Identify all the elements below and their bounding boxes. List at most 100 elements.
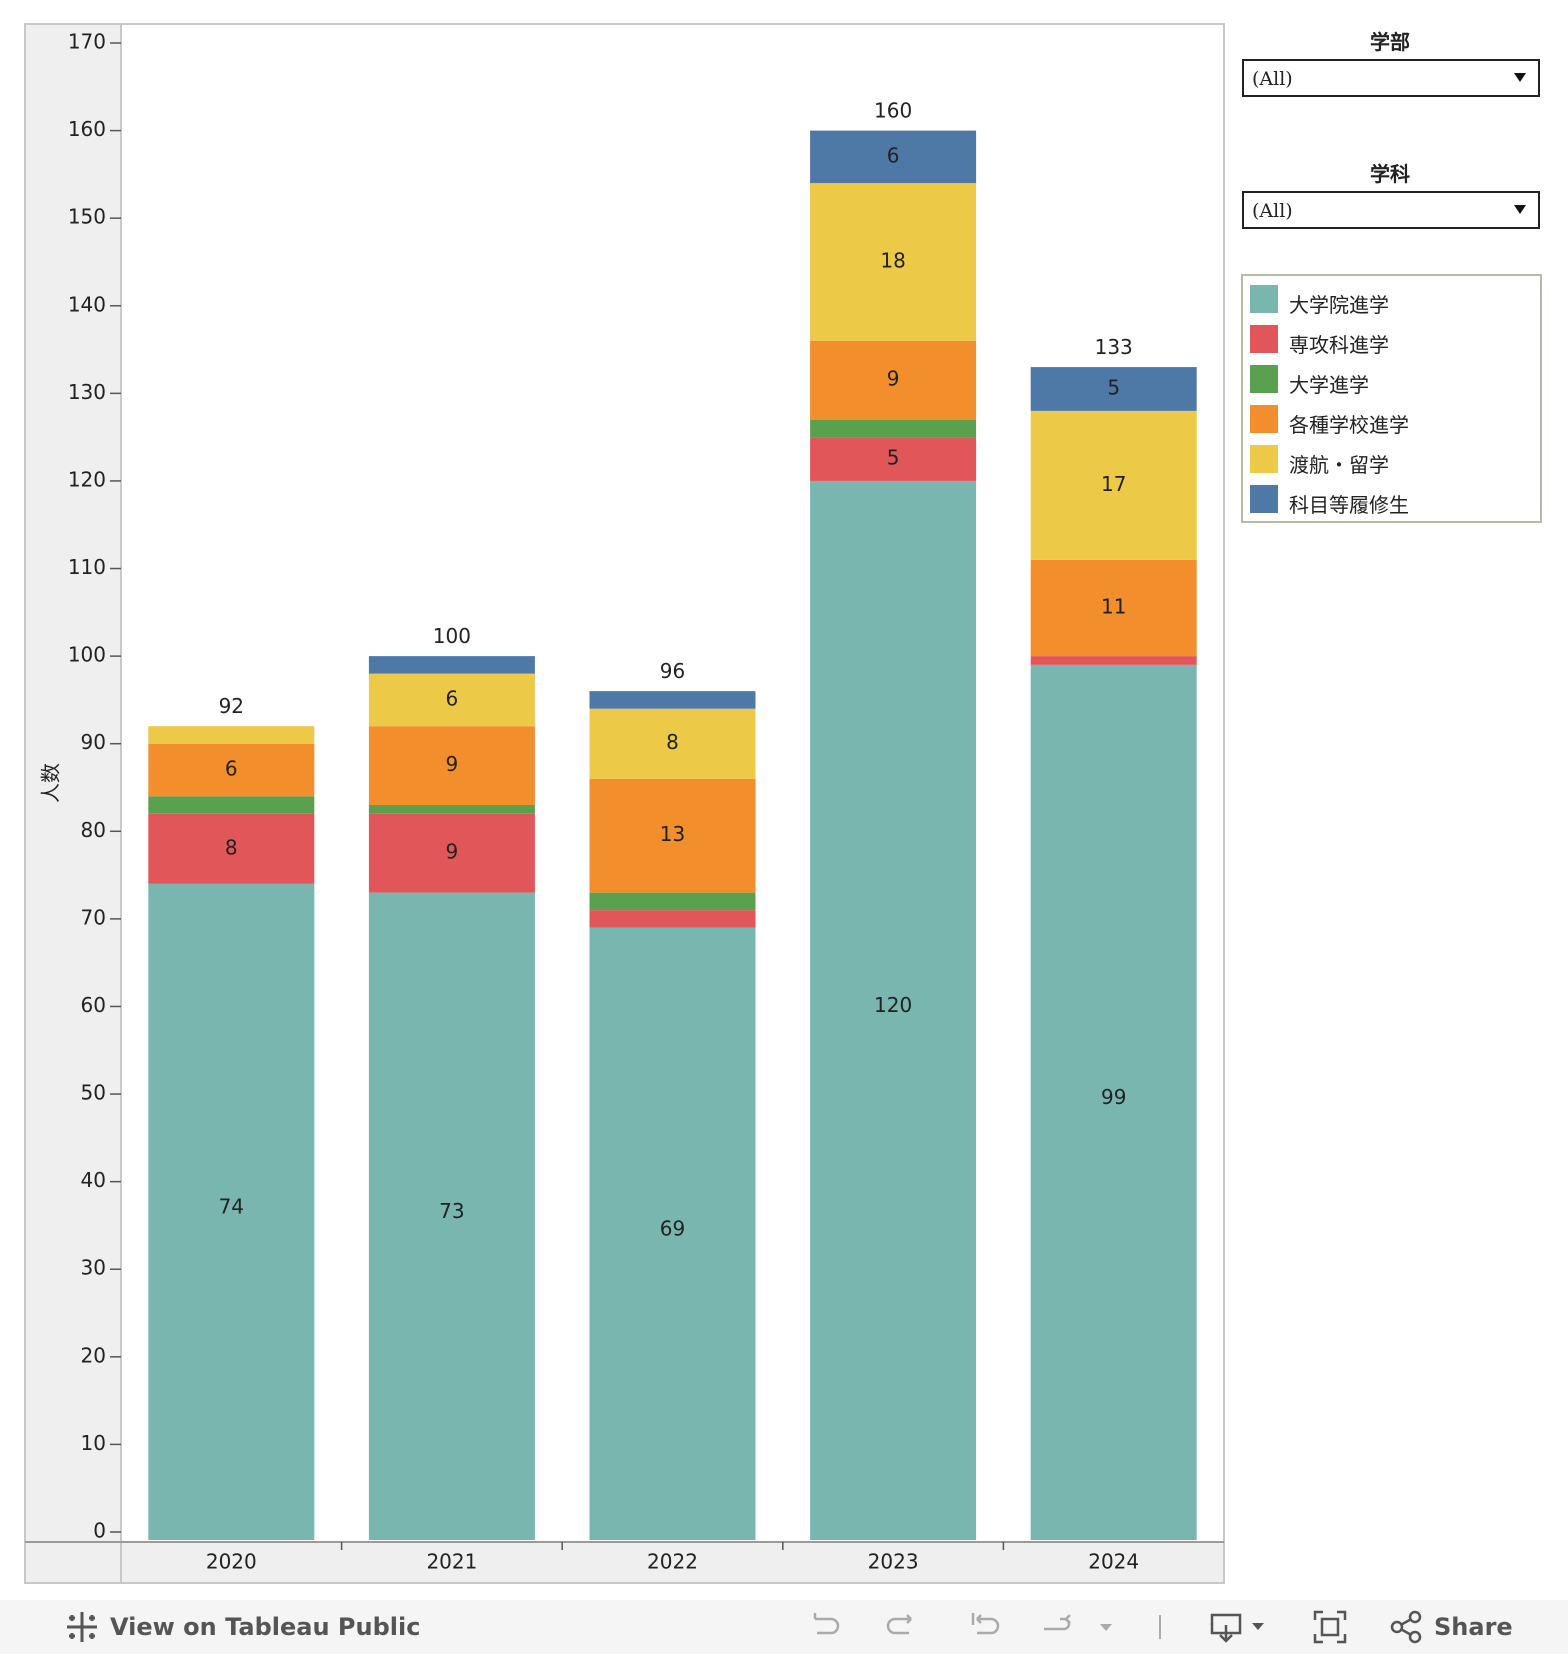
bar-segment[interactable] [1030,656,1197,665]
share-button[interactable]: Share [1388,1600,1513,1654]
y-tick-label: 10 [81,1431,106,1455]
legend-label: 渡航・留学 [1289,453,1389,477]
fullscreen-icon [1313,1610,1347,1644]
segment-label: 6 [446,686,459,710]
segment-label: 6 [225,756,238,780]
bar-segment[interactable] [368,726,535,806]
segment-label: 120 [874,993,912,1017]
bar-segment[interactable] [1030,367,1197,411]
bar-segment[interactable] [148,796,315,814]
y-tick-label: 140 [68,292,106,316]
legend-label: 科目等履修生 [1289,493,1409,517]
chevron-down-icon [1100,1624,1112,1631]
y-tick-label: 120 [68,467,106,491]
department-filter-value: (All) [1252,200,1293,222]
segment-label: 5 [1107,375,1120,399]
x-tick-label: 2021 [426,1550,477,1574]
bar-segment[interactable] [368,892,535,1540]
legend-swatch [1250,445,1278,473]
bar-segment[interactable] [810,340,977,420]
x-tick-label: 2023 [868,1550,919,1574]
segment-label: 18 [880,248,905,272]
segment-label: 8 [666,730,679,754]
bar-segment[interactable] [810,419,977,438]
bar-segment[interactable] [810,130,977,184]
undo-button[interactable] [805,1600,841,1654]
x-tick-label: 2020 [206,1550,257,1574]
segment-label: 9 [446,752,459,776]
segment-label: 13 [660,822,685,846]
department-filter-select[interactable]: (All) [1242,191,1540,229]
view-on-tableau-button[interactable]: View on Tableau Public [64,1600,420,1654]
chart: 0 10 20 30 40 50 60 70 80 90 100 110 120 130 140 150 160… [24,23,1225,1584]
bar-segment[interactable] [148,883,315,1540]
x-axis-panel [25,1542,1224,1583]
legend-label: 専攻科進学 [1289,333,1389,357]
total-label: 96 [660,659,685,683]
total-label: 100 [433,624,471,648]
y-tick-label: 160 [68,117,106,141]
total-label: 133 [1095,335,1133,359]
legend: 大学院進学 専攻科進学 大学進学 各種学校進学 渡航・留学 科目等履修生 [1241,274,1542,523]
segment-label: 8 [225,835,238,859]
redo-button[interactable] [885,1600,921,1654]
undo-icon [813,1613,840,1635]
revert-button[interactable] [965,1600,1001,1654]
total-label: 160 [874,99,912,123]
chart-frame [24,23,1225,1584]
y-tick-label: 170 [68,30,106,54]
segment-label: 5 [887,446,900,470]
bar-segment[interactable] [589,910,756,928]
segment-label: 9 [887,367,900,391]
bar-segment[interactable] [810,437,977,481]
y-tick-label: 50 [81,1081,106,1105]
view-on-tableau-label: View on Tableau Public [110,1613,421,1641]
faculty-filter-title: 学部 [1370,30,1410,54]
segment-label: 11 [1101,594,1126,618]
bar-segment[interactable] [810,480,977,1540]
legend-swatch [1250,405,1278,433]
y-tick-label: 30 [81,1256,106,1280]
bar-segment[interactable] [148,813,315,884]
y-tick-label: 70 [81,905,106,929]
bar-segment[interactable] [589,892,756,911]
toolbar: View on Tableau Public [0,1600,1568,1654]
legend-label: 各種学校進学 [1289,413,1409,437]
bar-segment[interactable] [810,183,977,341]
bar-segment[interactable] [589,927,756,1540]
segment-label: 69 [660,1216,685,1240]
y-tick-label: 130 [68,380,106,404]
fullscreen-button[interactable] [1312,1600,1348,1654]
bar-segment[interactable] [368,673,535,727]
share-label: Share [1434,1613,1513,1641]
bar-segment[interactable] [368,813,535,893]
y-axis-title: 人数 [39,763,63,803]
bar-segment[interactable] [148,726,315,744]
total-label: 92 [219,694,244,718]
download-button[interactable] [1208,1600,1268,1654]
y-tick-label: 0 [93,1519,106,1543]
y-tick-label: 100 [68,643,106,667]
x-tick-label: 2024 [1088,1550,1139,1574]
y-tick-label: 90 [81,730,106,754]
bar-segment[interactable] [589,691,756,709]
bar-segment[interactable] [368,656,535,674]
more-dropdown-button[interactable] [1098,1600,1114,1654]
bar-segment[interactable] [368,805,535,814]
refresh-button[interactable] [1040,1600,1076,1654]
y-axis-panel [25,24,121,1542]
redo-icon [886,1614,912,1635]
bar-segment[interactable] [1030,410,1197,560]
segment-label: 9 [446,840,459,864]
chevron-down-icon [1514,73,1526,82]
bar-segment[interactable] [589,708,756,779]
legend-swatch [1250,365,1278,393]
bar-segment[interactable] [589,778,756,893]
bar-segment[interactable] [1030,664,1197,1540]
chevron-down-icon [1514,205,1526,214]
faculty-filter-select[interactable]: (All) [1242,59,1540,97]
download-icon [1210,1613,1264,1643]
bar-segment[interactable] [148,743,315,797]
y-tick-label: 40 [81,1168,106,1192]
bar-segment[interactable] [1030,559,1197,657]
